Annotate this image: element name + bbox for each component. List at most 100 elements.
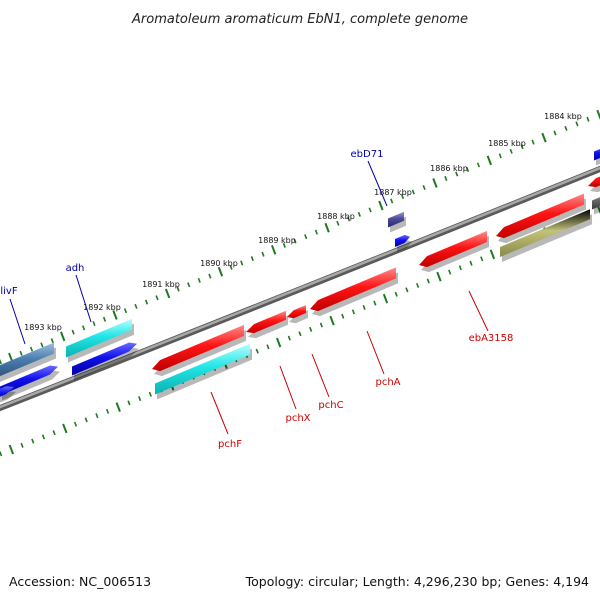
scale-tick (102, 316, 107, 322)
gene-body (592, 197, 600, 210)
scale-tick (275, 337, 282, 348)
scale-tick (208, 273, 212, 279)
gene-livF[interactable] (0, 342, 56, 384)
scale-tick (400, 194, 405, 199)
gene-adh[interactable] (66, 318, 134, 363)
scale-tick (134, 303, 138, 309)
gene-blue-small-3[interactable] (395, 234, 412, 252)
gene-body (155, 343, 250, 395)
scale-tick (148, 391, 152, 397)
scale-tick (304, 234, 308, 240)
scale-tick (0, 451, 3, 457)
scale-tick (586, 116, 590, 122)
gene-blue-small-2[interactable] (72, 342, 139, 381)
scale-tick (0, 359, 2, 365)
topology-text: Topology: circular; Length: 4,296,230 bp… (245, 574, 589, 589)
gene-body (246, 310, 286, 334)
scale-tick (531, 139, 535, 145)
gene-blue-edge[interactable] (0, 386, 16, 406)
scale-tick (282, 242, 286, 248)
gene-label-livF: livF (0, 286, 17, 297)
scale-tick (480, 256, 484, 262)
scale-tick (50, 338, 54, 344)
gene-body (496, 193, 584, 239)
scale-tick (20, 442, 24, 448)
scale-label: 1888 kbp (317, 212, 355, 221)
scale-label: 1886 kbp (430, 164, 468, 173)
gene-blue-small-1[interactable] (0, 365, 60, 401)
gene-blue-edge-2[interactable] (594, 147, 600, 166)
scale-tick (319, 322, 323, 328)
scale-tick (138, 396, 142, 402)
scale-tick (40, 342, 44, 348)
gene-body (66, 318, 132, 358)
gene-pchF[interactable] (155, 343, 252, 400)
scale-tick (229, 264, 233, 270)
gene-body (594, 148, 600, 161)
scale-label: 1885 kbp (488, 139, 526, 148)
scale-tick (197, 277, 201, 283)
gene-depth-face (74, 347, 139, 381)
scale-tick (8, 444, 15, 455)
scale-tick (164, 288, 171, 299)
scale-tick (95, 413, 99, 419)
scale-tick (314, 229, 318, 235)
map-title: Aromatoleum aromaticum EbN1, complete ge… (131, 12, 468, 27)
gene-red-mid[interactable] (419, 230, 489, 273)
scale-tick (498, 153, 502, 159)
gene-label-ebA3158: ebA3158 (469, 333, 514, 344)
gene-ebD71[interactable] (388, 211, 406, 233)
scale-tick (509, 148, 513, 154)
scale-tick (123, 308, 128, 314)
scale-tick (71, 329, 75, 335)
gene-label-pchA: pchA (375, 377, 400, 388)
scale-tick (155, 295, 159, 301)
gene-red-edge[interactable] (588, 171, 600, 193)
gene-pchC-upper[interactable] (310, 267, 398, 317)
scale-tick (106, 408, 110, 414)
scale-tick (351, 309, 356, 315)
gene-olive[interactable] (500, 209, 592, 262)
gene-features[interactable] (0, 147, 600, 406)
gene-red-small-2[interactable] (287, 305, 308, 324)
gene-red-right[interactable] (496, 193, 586, 244)
scale-tick (19, 350, 23, 356)
gene-body (419, 230, 487, 268)
scale-tick (489, 249, 496, 260)
scale-tick (255, 348, 259, 354)
scale-tick (250, 256, 254, 262)
scale-label: 1887 kbp (374, 188, 412, 197)
scale-tick (422, 185, 426, 191)
gene-body (72, 342, 137, 376)
scale-tick (378, 200, 384, 211)
scale-tick (390, 198, 394, 204)
gene-body (395, 234, 410, 247)
scale-tick (465, 166, 470, 172)
gene-body (0, 365, 58, 396)
scale-tick (455, 171, 459, 177)
scale-tick (347, 216, 351, 222)
scale-tick (41, 434, 46, 440)
scale-tick (444, 176, 448, 181)
gene-gray-edge[interactable] (592, 192, 600, 215)
gene-body (588, 176, 600, 188)
gene-body (500, 209, 590, 257)
scale-tick (596, 109, 600, 120)
scale-tick (73, 421, 78, 427)
gene-red-small-1[interactable] (246, 310, 288, 339)
scale-tick (293, 238, 297, 244)
gene-pchA-upper[interactable] (152, 324, 246, 377)
gene-label-leaders (9, 160, 489, 435)
gene-labels: livF adh ebD71 pchF pchX pchC pchA ebA31… (0, 149, 513, 450)
gene-body (388, 211, 404, 228)
scale-tick (448, 269, 452, 275)
scale-tick (270, 244, 277, 255)
scale-tick (240, 260, 244, 266)
scale-tick (60, 331, 66, 342)
scale-tick (266, 344, 270, 350)
scale-tick (382, 293, 389, 304)
scale-tick (357, 211, 361, 217)
scale-tick (287, 335, 291, 341)
scale-tick (62, 423, 68, 434)
gene-body (310, 267, 396, 312)
